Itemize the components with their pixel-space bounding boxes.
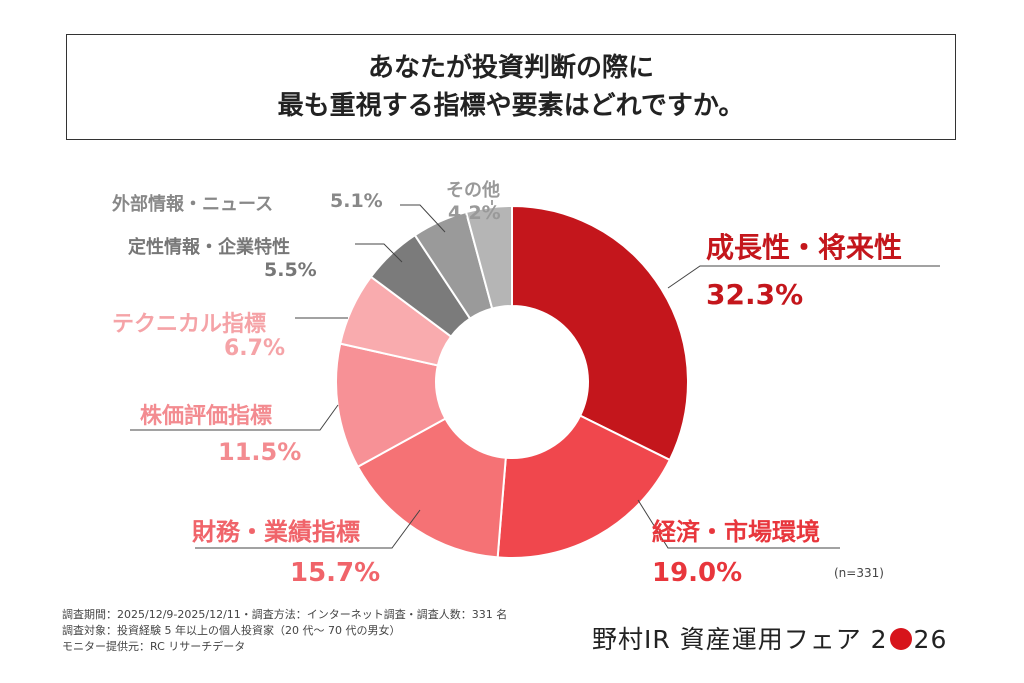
title-line1: あなたが投資判断の際に — [367, 53, 654, 83]
footnote: 調査期間：2025/12/9-2025/12/11・調査方法：インターネット調査… — [62, 608, 508, 621]
slice-label: 成長性・将来性 — [706, 231, 903, 264]
slice-label: テクニカル指標 — [112, 312, 267, 337]
slice-2 — [356, 417, 507, 559]
slice-label: 経済・市場環境 — [652, 518, 820, 546]
footnote: モニター提供元：RC リサーチデータ — [62, 640, 246, 653]
slice-label: 定性情報・企業特性 — [128, 237, 290, 258]
slice-label: 外部情報・ニュース — [112, 194, 274, 215]
logo-text: 野村IR 資産運用フェア 2 — [592, 625, 888, 654]
slice-value: 15.7% — [290, 558, 381, 588]
slice-value: 5.5% — [264, 259, 317, 281]
slice-label: 株価評価指標 — [140, 404, 273, 429]
footnote: 調査対象：投資経験 5 年以上の個人投資家（20 代～ 70 代の男女） — [62, 624, 401, 637]
chart-title: あなたが投資判断の際に最も重視する指標や要素はどれですか。 — [66, 34, 956, 140]
footnotes: 調査期間：2025/12/9-2025/12/11・調査方法：インターネット調査… — [62, 607, 507, 655]
slice-value: 4.2% — [448, 202, 501, 224]
slice-value: 6.7% — [224, 336, 286, 361]
logo-dot — [889, 628, 912, 650]
leader-line-5 — [355, 243, 403, 263]
title-line2: 最も重視する指標や要素はどれですか。 — [277, 91, 745, 121]
sample-size: (n=331) — [834, 566, 884, 580]
slice-value: 19.0% — [652, 558, 743, 588]
slice-value: 11.5% — [218, 438, 302, 466]
leader-line-3 — [130, 404, 339, 431]
leader-line-1 — [637, 499, 840, 549]
slice-0 — [511, 204, 689, 462]
logo: 野村IR 資産運用フェア 2 26 — [592, 620, 947, 656]
leader-line-2 — [195, 509, 421, 549]
leader-line-6 — [400, 204, 446, 233]
logo-text-end: 26 — [913, 625, 948, 654]
leader-line-0 — [667, 265, 940, 289]
slice-label: その他 — [446, 180, 500, 201]
slice-value: 32.3% — [706, 278, 804, 311]
slice-7 — [464, 204, 513, 310]
slice-value: 5.1% — [330, 190, 383, 212]
slice-1 — [496, 414, 672, 559]
slice-label: 財務・業績指標 — [192, 518, 360, 546]
